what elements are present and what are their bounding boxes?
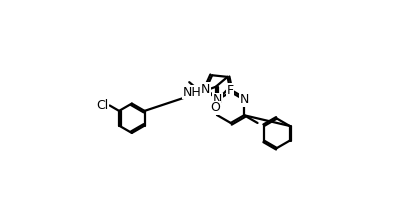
Text: O: O bbox=[211, 101, 220, 114]
Text: NH: NH bbox=[183, 86, 201, 99]
Text: F: F bbox=[227, 84, 234, 97]
Text: F: F bbox=[201, 84, 208, 97]
Text: N: N bbox=[239, 93, 249, 106]
Text: N: N bbox=[201, 83, 211, 96]
Text: Cl: Cl bbox=[96, 99, 109, 112]
Text: N: N bbox=[213, 93, 222, 106]
